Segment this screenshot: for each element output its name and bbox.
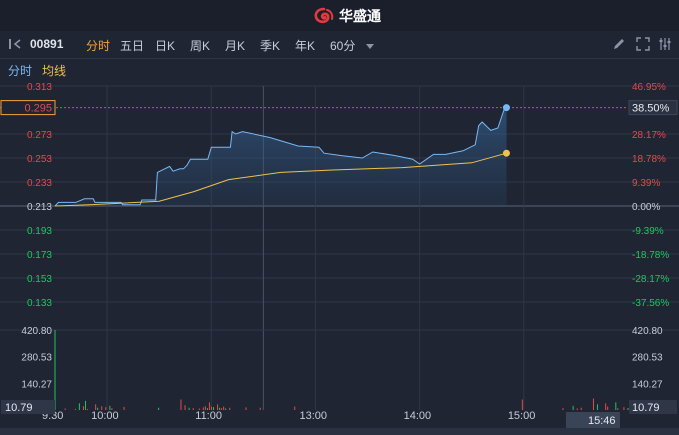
tab-yearly-k[interactable]: 年K xyxy=(295,39,316,53)
change-tick-right: 18.78% xyxy=(632,154,666,165)
intraday-chart[interactable]: 0.313 46.95% 0.273 28.17% 0.253 18.78% 0.233 9.… xyxy=(0,80,679,435)
tab-daily-k[interactable]: 日K xyxy=(155,39,176,53)
change-tick-right: 0.00% xyxy=(632,202,660,213)
volume-tick-left: 280.53 xyxy=(21,353,52,364)
price-area-fill xyxy=(55,107,507,206)
app-header: 华盛通 xyxy=(0,0,679,32)
volume-tick-right: 280.53 xyxy=(632,353,663,364)
fullscreen-icon[interactable] xyxy=(636,37,650,54)
price-tick-left: 0.273 xyxy=(27,130,52,141)
current-time-box xyxy=(566,412,620,428)
time-label: 13:00 xyxy=(299,410,327,422)
price-tick-left: 0.133 xyxy=(27,298,52,309)
volume-tick-right: 140.27 xyxy=(632,379,663,390)
time-label: 14:00 xyxy=(404,410,432,422)
draw-pencil-icon[interactable] xyxy=(612,37,626,54)
tab-monthly-k[interactable]: 月K xyxy=(225,39,246,53)
current-price-label: 0.295 xyxy=(24,103,52,115)
tab-weekly-k[interactable]: 周K xyxy=(190,39,211,53)
brand-name: 华盛通 xyxy=(339,7,381,24)
volume-tick-left: 420.80 xyxy=(21,326,52,337)
price-tick-left: 0.193 xyxy=(27,226,52,237)
volume-tick-left: 140.27 xyxy=(21,379,52,390)
time-label: 10:00 xyxy=(91,410,119,422)
legend-average: 均线 xyxy=(42,64,67,78)
wallstreet-swirl-logo-icon xyxy=(314,7,334,23)
time-label: 15:00 xyxy=(508,410,536,422)
axis-labels: 0.313 46.95% 0.273 28.17% 0.253 18.78% 0.233 9.… xyxy=(0,82,678,428)
chart-grid xyxy=(0,85,679,410)
price-last-dot xyxy=(502,104,510,112)
current-price-box xyxy=(0,100,56,116)
tab-quarterly-k[interactable]: 季K xyxy=(260,39,281,53)
chart-toolbar: 00891 分时 五日 日K 周K 月K 季K 年K 60分 xyxy=(0,31,679,59)
price-tick-left: 0.313 xyxy=(27,82,52,93)
change-tick-right: -37.56% xyxy=(632,298,669,309)
price-tick-left: 0.253 xyxy=(27,154,52,165)
volume-tick-right: 420.80 xyxy=(632,326,663,337)
change-tick-right: -28.17% xyxy=(632,274,669,285)
volume-bars xyxy=(54,330,629,410)
price-tick-left: 0.153 xyxy=(27,274,52,285)
average-line xyxy=(54,152,507,207)
current-volume-right: 10.79 xyxy=(632,402,660,414)
price-line xyxy=(54,107,507,207)
tab-five-day[interactable]: 五日 xyxy=(120,39,145,53)
bottom-scroll-bar[interactable] xyxy=(0,428,679,435)
current-volume-box-left xyxy=(1,400,55,414)
current-volume-box-right xyxy=(629,400,677,414)
chart-legend: 分时 均线 xyxy=(0,58,679,80)
change-tick-right: 28.17% xyxy=(632,130,666,141)
tab-60-minute[interactable]: 60分 xyxy=(330,39,356,53)
change-tick-right: 46.95% xyxy=(632,82,666,93)
change-tick-right: -9.39% xyxy=(632,226,664,237)
time-label: 11:00 xyxy=(195,410,222,422)
current-change-box xyxy=(628,100,678,116)
current-change-label: 38.50% xyxy=(632,103,670,115)
change-tick-right: 9.39% xyxy=(632,178,660,189)
average-last-dot xyxy=(502,149,510,157)
legend-timeshare: 分时 xyxy=(8,64,33,78)
stock-symbol: 00891 xyxy=(30,37,64,51)
price-tick-left: 0.213 xyxy=(27,202,52,213)
current-volume-left: 10.79 xyxy=(5,402,33,414)
change-tick-right: -18.78% xyxy=(632,250,669,261)
price-tick-left: 0.173 xyxy=(27,250,52,261)
price-area xyxy=(55,107,507,206)
current-time-label: 15:46 xyxy=(588,415,616,427)
brand: 华盛通 xyxy=(313,5,381,26)
price-tick-left: 0.233 xyxy=(27,178,52,189)
chart-lines xyxy=(54,104,510,207)
settings-icon[interactable] xyxy=(658,37,672,54)
dropdown-caret-icon[interactable] xyxy=(366,39,374,53)
collapse-panel-icon[interactable] xyxy=(8,37,24,54)
tab-timeshare[interactable]: 分时 xyxy=(86,39,111,53)
